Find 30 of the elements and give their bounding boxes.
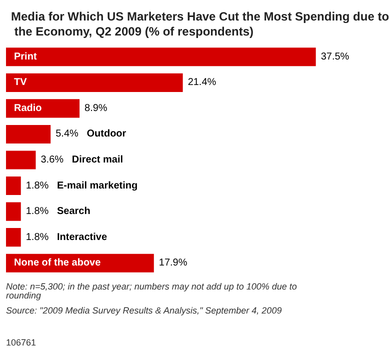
bar (6, 99, 80, 118)
bar (6, 73, 183, 92)
data-label: 1.8% (26, 232, 58, 243)
data-label: 8.9% (84, 102, 108, 114)
y-tick-label: Interactive (57, 232, 108, 243)
source-note: Source: "2009 Media Survey Results & Analysis," September 4, 2009 (6, 306, 282, 316)
bar (6, 124, 51, 144)
text: 106761 (6, 338, 36, 348)
data-label: 37.5% (320, 51, 350, 62)
data-label: 3.6% (40, 154, 72, 166)
bar (6, 228, 21, 247)
bar (6, 176, 21, 196)
bar (6, 150, 36, 170)
y-tick-label: Print (14, 51, 38, 62)
data-label: 21.4% (188, 77, 216, 88)
y-tick-label: Search (57, 206, 90, 218)
y-tick-label: None of the above (14, 258, 102, 269)
chart-title: Media for Which US Marketers Have Cut the Most Spending due to the Economy, Q2 2009 (% of respondents) (11, 10, 390, 38)
data-label: 17.9% (158, 258, 188, 269)
data-label: 1.8% (26, 206, 58, 218)
data-label: 5.4% (56, 128, 87, 140)
y-tick-label: Radio (14, 102, 42, 114)
y-tick-label: TV (14, 77, 28, 88)
bar (6, 48, 316, 66)
text: Note: n=5,300; in the past year; numbers may not add up to 100% due to rounding (6, 282, 300, 300)
y-tick-label: E-mail marketing (57, 180, 138, 192)
bar (6, 202, 21, 221)
data-label: 1.8% (26, 180, 58, 192)
y-tick-label: Outdoor (86, 128, 126, 140)
y-tick-label: Direct mail (72, 154, 124, 166)
